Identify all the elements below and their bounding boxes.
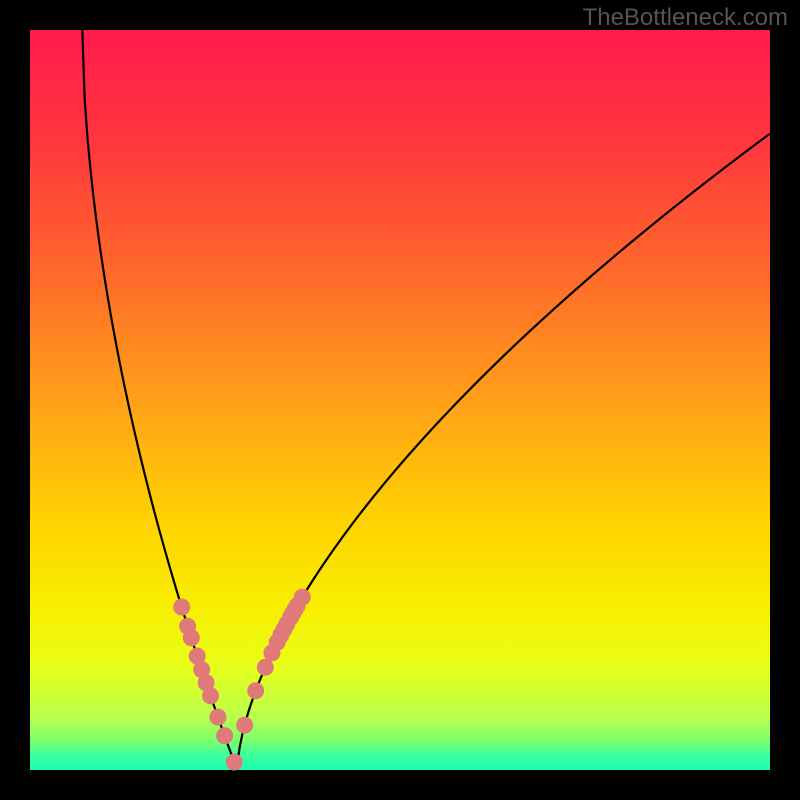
- bead: [236, 717, 253, 734]
- bead-group: [173, 589, 311, 771]
- watermark-text: TheBottleneck.com: [583, 4, 788, 32]
- bead: [173, 599, 190, 616]
- bead: [257, 659, 274, 676]
- bead: [294, 589, 311, 606]
- v-curve: [82, 15, 770, 768]
- bead: [183, 629, 200, 646]
- curve-layer: [30, 30, 770, 770]
- bead: [202, 687, 219, 704]
- bead: [226, 754, 243, 771]
- bead: [216, 727, 233, 744]
- gradient-plot-area: [30, 30, 770, 770]
- bead: [209, 709, 226, 726]
- bead: [247, 682, 264, 699]
